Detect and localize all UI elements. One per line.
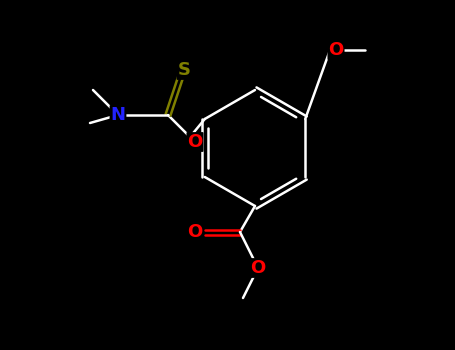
Text: O: O	[187, 223, 202, 241]
Text: O: O	[250, 259, 266, 277]
Text: O: O	[329, 41, 344, 59]
Text: S: S	[177, 61, 191, 79]
Text: O: O	[187, 133, 202, 151]
Text: N: N	[111, 106, 126, 124]
